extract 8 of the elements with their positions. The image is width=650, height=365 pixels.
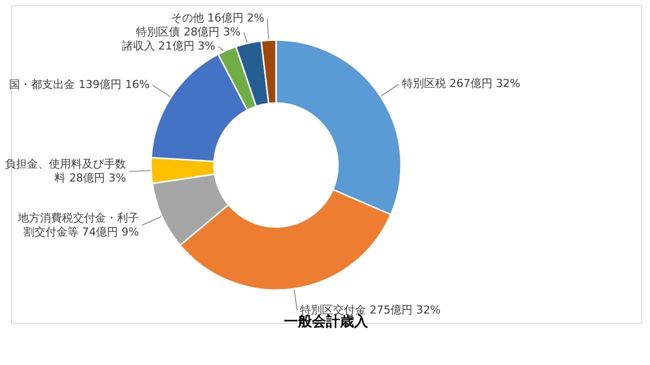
slice-label: 地方消費税交付金・利子割交付金等 74億円 9% [16, 211, 139, 238]
slice-label: 特別区債 28億円 3% [136, 25, 241, 38]
text: 一般会計歳入 [284, 314, 369, 330]
slice-label: 諸収入 21億円 3% [122, 39, 216, 52]
slice-label: 国・都支出金 139億円 16% [9, 78, 150, 92]
slice-label: 特別区税 267億円 32% [402, 77, 520, 90]
slice-label: 負担金、使用料及び手数料 28億円 3% [5, 158, 126, 185]
slice-label: その他 16億円 2% [170, 11, 264, 24]
